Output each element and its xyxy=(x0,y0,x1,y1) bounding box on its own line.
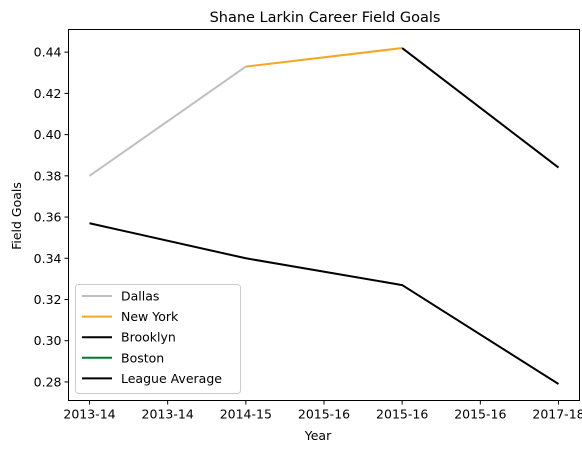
x-tick-label: 2015-16 xyxy=(454,407,506,422)
y-tick-label: 0.42 xyxy=(34,86,62,101)
x-axis-label: Year xyxy=(304,428,332,443)
series-line-2 xyxy=(401,47,560,169)
y-tick-label: 0.36 xyxy=(34,210,62,225)
legend-box xyxy=(75,284,241,394)
y-tick-label: 0.40 xyxy=(34,127,62,142)
series-line-1 xyxy=(245,47,403,68)
x-tick-label: 2015-16 xyxy=(376,407,428,422)
legend-label-3: Boston xyxy=(121,350,164,365)
y-tick-label: 0.28 xyxy=(34,374,62,389)
legend: Dallas New York Brooklyn Boston League Avera… xyxy=(75,284,241,394)
x-tick-label: 2017-18 xyxy=(532,407,582,422)
legend-label-4: League Average xyxy=(121,371,222,386)
series-line-0 xyxy=(88,65,247,177)
y-tick-label: 0.38 xyxy=(34,168,62,183)
x-tick-label: 2013-14 xyxy=(63,407,115,422)
legend-label-2: Brooklyn xyxy=(121,330,176,345)
series-line-4 xyxy=(89,222,560,385)
legend-label-1: New York xyxy=(121,309,179,324)
y-tick-label: 0.30 xyxy=(34,333,62,348)
y-tick-label: 0.44 xyxy=(34,45,62,60)
x-tick-label: 2015-16 xyxy=(298,407,350,422)
y-tick-label: 0.32 xyxy=(34,292,62,307)
series-layer xyxy=(88,47,560,385)
y-axis: 0.28 0.30 0.32 0.34 0.36 0.38 0.40 0.42 0.44 xyxy=(34,45,69,389)
y-axis-label: Field Goals xyxy=(9,182,24,250)
y-tick-label: 0.34 xyxy=(34,251,62,266)
x-tick-label: 2014-15 xyxy=(220,407,272,422)
chart-title: Shane Larkin Career Field Goals xyxy=(210,10,441,26)
legend-label-0: Dallas xyxy=(121,289,159,304)
x-tick-label: 2013-14 xyxy=(142,407,194,422)
x-axis: 2013-14 2013-14 2014-15 2015-16 2015-16 2015-… xyxy=(63,400,582,422)
